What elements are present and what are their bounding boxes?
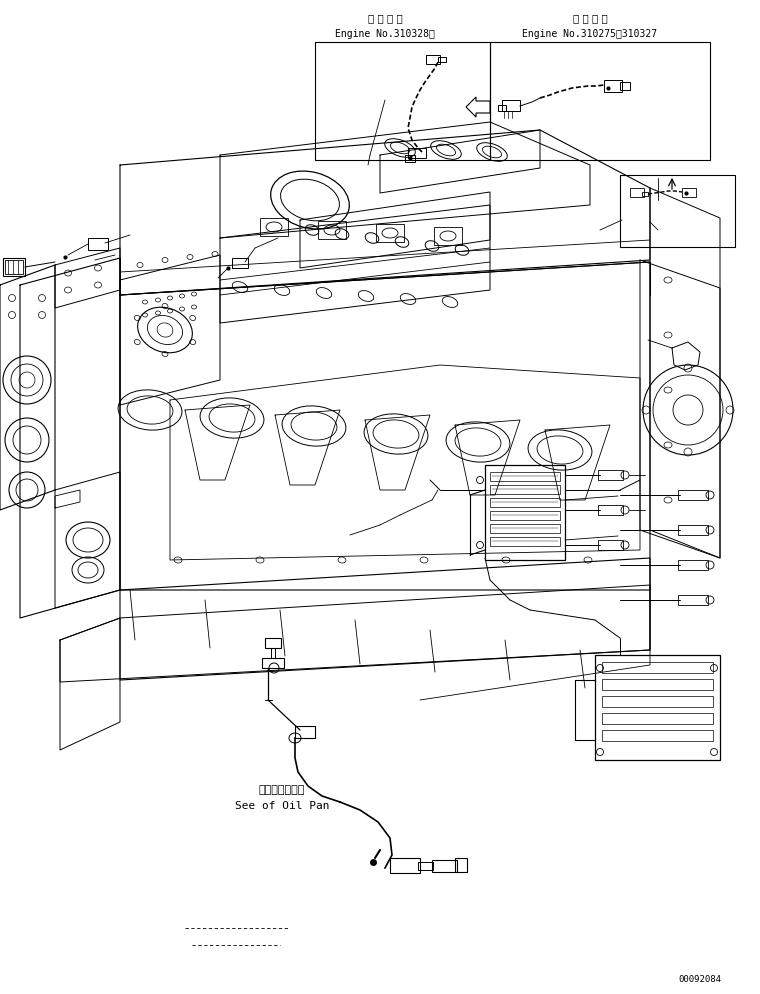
Bar [598,540,623,550]
Bar [502,100,520,111]
Text: 適 用 号 機: 適 用 号 機 [572,13,607,23]
Bar [418,862,433,870]
Bar [318,221,346,239]
Text: オイルパン参照: オイルパン参照 [259,785,306,795]
Bar [265,638,281,648]
Bar [595,655,720,760]
Bar [490,537,560,546]
Bar [682,188,696,197]
Bar [678,490,708,500]
Bar [490,472,560,481]
Bar [434,227,462,245]
Bar [426,55,440,64]
Bar [455,858,467,872]
Bar [390,858,420,873]
Bar [678,560,708,570]
Bar [485,465,565,560]
Bar [490,511,560,520]
Bar [315,42,490,160]
Bar [88,238,108,250]
FancyArrow shape [466,97,490,117]
Bar [630,188,644,197]
Bar [598,505,623,515]
Bar [598,470,623,480]
Text: 適 用 号 機: 適 用 号 機 [368,13,402,23]
Bar [432,860,457,872]
Bar [490,42,710,160]
Text: Engine No.310275～310327: Engine No.310275～310327 [522,29,657,39]
Text: See of Oil Pan: See of Oil Pan [235,801,329,811]
Bar [678,525,708,535]
Bar [620,82,630,90]
Bar [438,57,446,62]
Bar [232,258,248,268]
Bar [490,498,560,507]
Bar [602,662,713,673]
Bar [376,224,404,242]
Text: 00092084: 00092084 [679,975,721,984]
Bar [604,80,622,92]
Bar [602,730,713,741]
Bar [490,524,560,533]
Bar [3,258,25,276]
Bar [498,105,506,111]
Bar [5,260,23,274]
Bar [678,595,708,605]
Bar [262,658,284,668]
Text: Engine No.310328～: Engine No.310328～ [335,29,435,39]
Bar [602,696,713,707]
Bar [295,726,315,738]
Bar [602,713,713,724]
Bar [405,155,415,162]
Bar [408,148,426,158]
Bar [602,679,713,690]
Bar [260,218,288,236]
Bar [620,175,735,247]
Bar [642,192,648,196]
Bar [490,485,560,494]
